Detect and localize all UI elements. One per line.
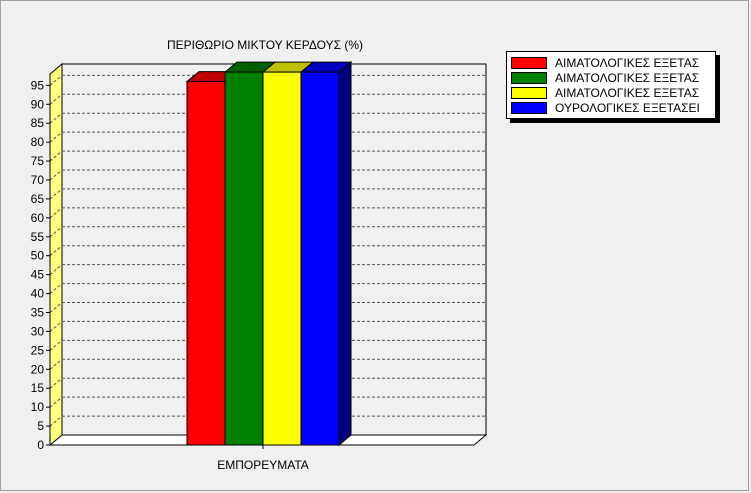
gridline-side xyxy=(49,283,63,294)
y-tick-label: 10 xyxy=(31,400,45,414)
y-tick-label: 35 xyxy=(31,306,45,320)
gridline-side xyxy=(49,396,63,408)
y-tick-label: 25 xyxy=(31,343,45,357)
y-tick-label: 5 xyxy=(37,419,44,433)
gridline-side xyxy=(49,150,63,162)
y-tick-label: 60 xyxy=(31,211,45,225)
gridline-side xyxy=(49,93,63,105)
chart-title: ΠΕΡΙΘΩΡΙΟ ΜΙΚΤΟΥ ΚΕΡΔΟΥΣ (%) xyxy=(166,38,364,52)
y-tick-label: 90 xyxy=(31,97,45,111)
y-tick-label: 40 xyxy=(31,287,45,301)
y-tick-label: 30 xyxy=(31,324,45,338)
legend-swatch xyxy=(511,56,547,69)
legend-swatch xyxy=(511,71,547,84)
gridline-side xyxy=(49,302,63,313)
gridline-side xyxy=(49,415,63,427)
legend-item: ΑΙΜΑΤΟΛΟΓΙΚΕΣ ΕΞΕΤΑΣ xyxy=(511,70,711,85)
y-tick-label: 75 xyxy=(31,154,45,168)
legend-item: ΑΙΜΑΤΟΛΟΓΙΚΕΣ ΕΞΕΤΑΣ xyxy=(511,85,711,100)
y-tick-label: 85 xyxy=(31,116,45,130)
gridline-side xyxy=(49,131,63,143)
gridline-side xyxy=(49,169,63,181)
legend-label: ΟΥΡΟΛΟΓΙΚΕΣ ΕΞΕΤΑΣΕΙ xyxy=(555,100,700,115)
legend-label: ΑΙΜΑΤΟΛΟΓΙΚΕΣ ΕΞΕΤΑΣ xyxy=(555,55,700,70)
bar xyxy=(186,81,226,446)
y-tick-label: 45 xyxy=(31,268,45,282)
y-tick-label: 0 xyxy=(37,438,44,452)
legend-item: ΟΥΡΟΛΟΓΙΚΕΣ ΕΞΕΤΑΣΕΙ xyxy=(511,100,711,115)
gridline-side xyxy=(49,245,63,257)
y-tick-label: 15 xyxy=(31,381,45,395)
gridline-side xyxy=(49,207,63,219)
chart-legend: ΑΙΜΑΤΟΛΟΓΙΚΕΣ ΕΞΕΤΑΣ ΑΙΜΑΤΟΛΟΓΙΚΕΣ ΕΞΕΤΑΣ… xyxy=(506,51,716,119)
gridline-side xyxy=(49,321,63,332)
bar xyxy=(262,71,302,446)
y-tick-label: 65 xyxy=(31,192,45,206)
y-tick-label: 55 xyxy=(31,230,45,244)
x-category-label: ΕΜΠΟΡΕΥΜΑΤΑ xyxy=(217,458,309,472)
gridline-side xyxy=(49,74,63,86)
gridline-side xyxy=(49,226,63,238)
y-tick-label: 95 xyxy=(31,78,45,92)
bar-side xyxy=(338,61,352,447)
gridline-side xyxy=(49,188,63,200)
gridline-side xyxy=(49,358,63,370)
gridline-side xyxy=(49,112,63,124)
gridline-side xyxy=(49,339,63,351)
legend-label: ΑΙΜΑΤΟΛΟΓΙΚΕΣ ΕΞΕΤΑΣ xyxy=(555,70,700,85)
y-tick-label: 70 xyxy=(31,173,45,187)
gridline-side xyxy=(49,377,63,389)
y-tick-label: 50 xyxy=(31,249,45,263)
legend-swatch xyxy=(511,101,547,114)
bar xyxy=(224,71,264,446)
y-tick-label: 80 xyxy=(31,135,45,149)
legend-swatch xyxy=(511,86,547,99)
legend-item: ΑΙΜΑΤΟΛΟΓΙΚΕΣ ΕΞΕΤΑΣ xyxy=(511,55,711,70)
legend-label: ΑΙΜΑΤΟΛΟΓΙΚΕΣ ΕΞΕΤΑΣ xyxy=(555,85,700,100)
bar xyxy=(300,71,340,446)
y-tick-label: 20 xyxy=(31,362,45,376)
gridline-side xyxy=(49,264,63,276)
